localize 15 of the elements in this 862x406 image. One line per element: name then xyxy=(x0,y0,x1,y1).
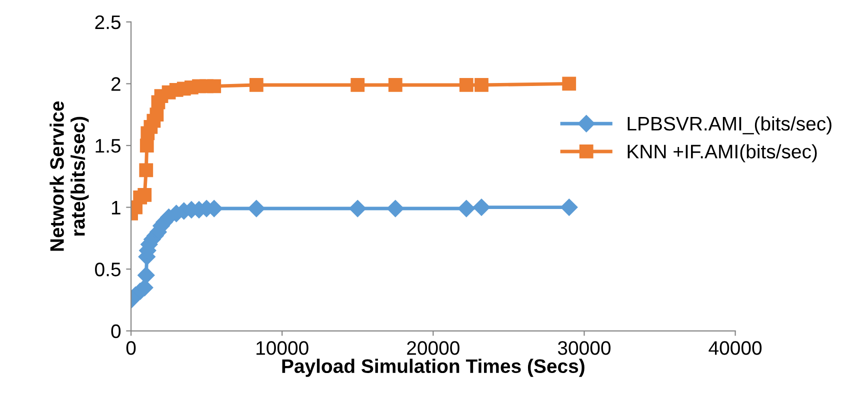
x-tick-label: 20000 xyxy=(407,341,460,355)
y-tick-label: 2.5 xyxy=(95,15,120,30)
y-tick-label: 0 xyxy=(111,324,121,338)
x-tick-label: 40000 xyxy=(708,341,762,355)
x-tick-label: 10000 xyxy=(256,341,308,355)
legend-label: LPBSVR.AMI_(bits/sec) xyxy=(628,116,832,134)
legend-label: KNN +IF.AMI(bits/sec) xyxy=(628,144,817,162)
y-tick-label: 0.5 xyxy=(95,262,120,276)
y-tick-label: 1.5 xyxy=(96,139,120,153)
y-tick-label: 1 xyxy=(112,200,120,214)
x-axis-title: Payload Simulation Times (Secs) xyxy=(282,358,584,377)
y-tick-label: 2 xyxy=(111,77,120,91)
x-tick-label: 30000 xyxy=(558,341,610,355)
x-tick-label: 0 xyxy=(126,341,136,355)
y-axis-title: Network Service rate(bits/sec) xyxy=(50,101,89,251)
